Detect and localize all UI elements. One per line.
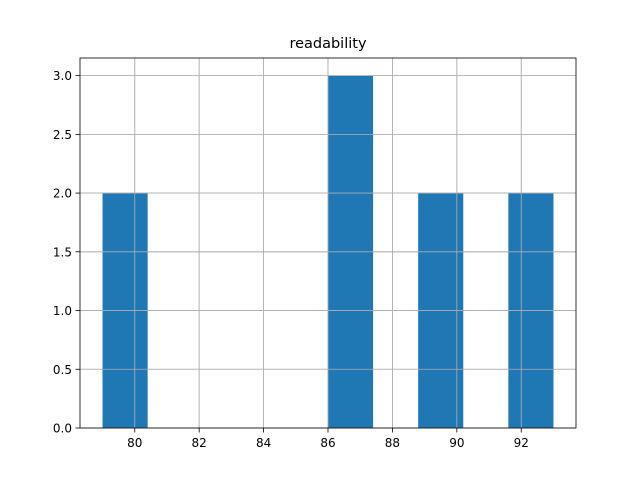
x-tick-label-84: 84 [256,436,271,450]
x-tick-label-86: 86 [320,436,335,450]
x-tick-label-92: 92 [514,436,529,450]
y-tick-label-3.0: 3.0 [53,69,72,83]
y-tick-label-1.0: 1.0 [53,304,72,318]
y-tick-label-1.5: 1.5 [53,245,72,259]
x-tick-label-88: 88 [385,436,400,450]
y-tick-label-2.5: 2.5 [53,128,72,142]
y-tick-label-0.5: 0.5 [53,363,72,377]
x-tick-label-82: 82 [192,436,207,450]
x-tick-label-90: 90 [449,436,464,450]
axis-ticks: 80 82 84 86 88 90 92 0.0 0.5 1.0 1.5 2.0 2.5 3.0 [53,69,529,450]
y-tick-label-0.0: 0.0 [53,422,72,436]
y-tick-label-2.0: 2.0 [53,187,72,201]
histogram-bars [80,58,576,429]
x-tick-label-80: 80 [127,436,142,450]
chart-title: readability [289,36,367,52]
